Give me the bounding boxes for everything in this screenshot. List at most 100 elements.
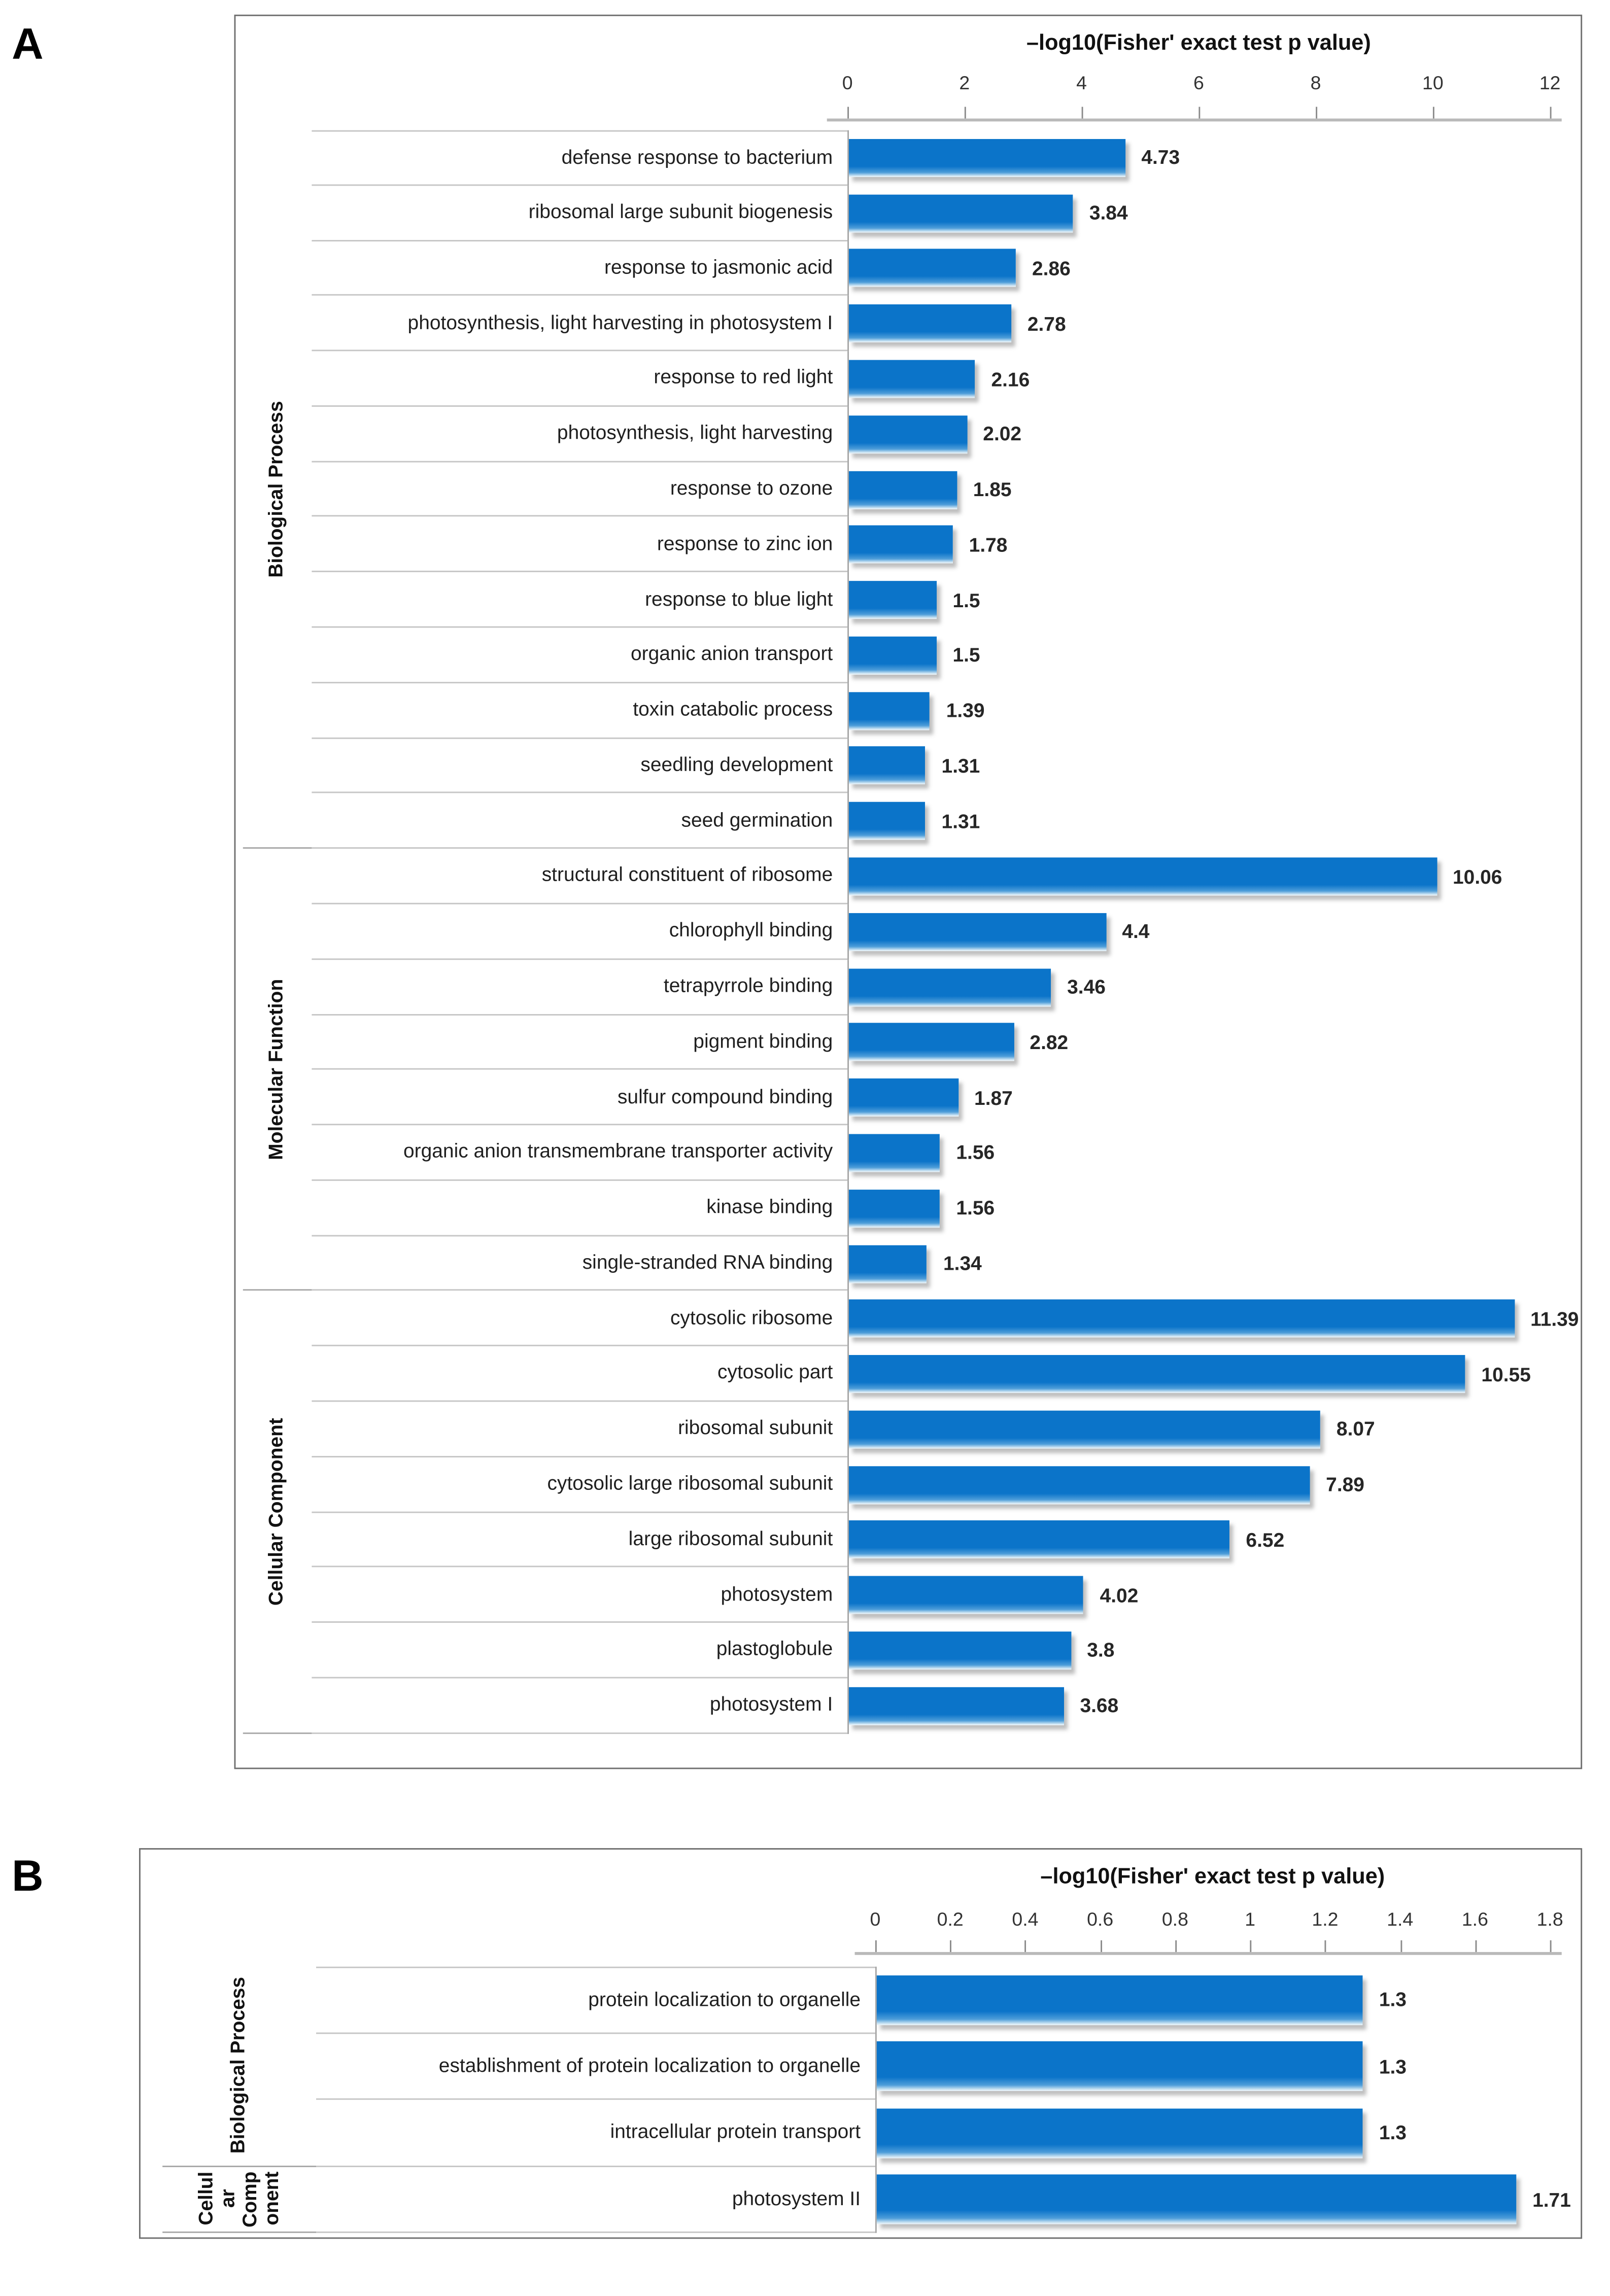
category-label: response to jasmonic acid bbox=[312, 241, 848, 296]
bar-row: ribosomal large subunit biogenesis 3.84 bbox=[312, 185, 1581, 241]
x-tick-label: 1.6 bbox=[1461, 1908, 1488, 1930]
value-label: 1.78 bbox=[969, 534, 1008, 556]
category-label: structural constituent of ribosome bbox=[312, 849, 848, 905]
bar-row: establishment of protein localization to… bbox=[316, 2033, 1581, 2100]
category-group: Biological Process defense response to ba… bbox=[243, 130, 1581, 849]
value-label: 1.71 bbox=[1532, 2188, 1571, 2211]
value-label: 3.46 bbox=[1067, 976, 1106, 998]
bar-plot-cell: 2.78 bbox=[847, 296, 1550, 352]
bar-plot-cell: 6.52 bbox=[847, 1512, 1550, 1568]
bar-plot-cell: 1.31 bbox=[847, 738, 1550, 794]
x-axis: –log10(Fisher' exact test p value) 0 0.2 0… bbox=[854, 1850, 1563, 1967]
bar bbox=[849, 304, 1012, 343]
category-label: response to red light bbox=[312, 352, 848, 407]
value-label: 1.31 bbox=[941, 755, 980, 777]
bar-row: organic anion transmembrane transporter … bbox=[312, 1125, 1581, 1181]
group-label-cell: Cellul ar Comp onent bbox=[162, 2167, 317, 2233]
value-label: 10.55 bbox=[1481, 1363, 1531, 1385]
group-label-cell: Cellular Component bbox=[243, 1291, 312, 1734]
bar bbox=[849, 1631, 1071, 1670]
bar-plot-cell: 10.06 bbox=[847, 849, 1550, 905]
value-label: 2.82 bbox=[1030, 1031, 1069, 1054]
value-label: 1.3 bbox=[1379, 2056, 1407, 2078]
panel-b-letter: B bbox=[12, 1852, 44, 1901]
category-label: organic anion transport bbox=[312, 628, 848, 683]
bar-row: cytosolic large ribosomal subunit 7.89 bbox=[312, 1457, 1581, 1513]
bar-row: response to jasmonic acid 2.86 bbox=[312, 240, 1581, 296]
x-tick-label: 1.2 bbox=[1312, 1908, 1339, 1930]
x-axis-line bbox=[854, 1952, 1562, 1955]
bar-plot-cell: 1.85 bbox=[847, 462, 1550, 517]
x-tick-mark bbox=[875, 1940, 877, 1952]
bar bbox=[849, 691, 931, 730]
value-label: 2.16 bbox=[991, 368, 1030, 390]
bar-plot-cell: 1.3 bbox=[875, 1966, 1550, 2034]
category-label: photosynthesis, light harvesting bbox=[312, 407, 848, 462]
bar-row: photosynthesis, light harvesting in phot… bbox=[312, 296, 1581, 352]
bar-row: large ribosomal subunit 6.52 bbox=[312, 1512, 1581, 1568]
bar-row: tetrapyrrole binding 3.46 bbox=[312, 959, 1581, 1015]
x-tick-mark bbox=[1025, 1940, 1027, 1952]
bar bbox=[849, 1687, 1064, 1725]
bar-row: chlorophyll binding 4.4 bbox=[312, 904, 1581, 960]
category-label: response to zinc ion bbox=[312, 517, 848, 573]
panel-a-chart-area: –log10(Fisher' exact test p value) 0 2 4 6 8… bbox=[234, 14, 1583, 1769]
x-tick-label: 0.6 bbox=[1087, 1908, 1114, 1930]
category-label: single-stranded RNA binding bbox=[312, 1236, 848, 1292]
value-label: 7.89 bbox=[1326, 1474, 1364, 1496]
bar-plot-cell: 1.5 bbox=[847, 628, 1550, 683]
bar-row: kinase binding 1.56 bbox=[312, 1180, 1581, 1236]
bar-row: photosystem II 1.71 bbox=[316, 2166, 1581, 2233]
value-label: 1.85 bbox=[973, 478, 1012, 501]
bar-row: defense response to bacterium 4.73 bbox=[312, 130, 1581, 186]
bar-row: single-stranded RNA binding 1.34 bbox=[312, 1236, 1581, 1292]
category-label: plastoglobule bbox=[312, 1623, 848, 1679]
bar-plot-cell: 1.31 bbox=[847, 793, 1550, 849]
bar bbox=[876, 2041, 1363, 2092]
bar-plot-cell: 1.78 bbox=[847, 517, 1550, 573]
x-tick-label: 10 bbox=[1422, 72, 1444, 94]
category-label: defense response to bacterium bbox=[312, 130, 848, 186]
category-label: pigment binding bbox=[312, 1015, 848, 1070]
bar-row: ribosomal subunit 8.07 bbox=[312, 1402, 1581, 1457]
category-label: seed germination bbox=[312, 793, 848, 849]
group-label: ar bbox=[216, 2189, 238, 2209]
x-tick-mark bbox=[1198, 107, 1201, 119]
category-label: organic anion transmembrane transporter … bbox=[312, 1125, 848, 1181]
x-tick-label: 2 bbox=[959, 72, 970, 94]
bar bbox=[849, 1576, 1084, 1615]
value-label: 6.52 bbox=[1246, 1529, 1285, 1551]
x-tick-mark bbox=[1400, 1940, 1402, 1952]
value-label: 2.78 bbox=[1027, 312, 1066, 335]
x-tick-label: 12 bbox=[1539, 72, 1561, 94]
x-tick-mark bbox=[1432, 107, 1434, 119]
x-tick-mark bbox=[964, 107, 966, 119]
bar bbox=[849, 1466, 1310, 1504]
bar-row: plastoglobule 3.8 bbox=[312, 1623, 1581, 1679]
bar-row: seedling development 1.31 bbox=[312, 738, 1581, 794]
category-label: toxin catabolic process bbox=[312, 683, 848, 739]
bars-area: Biological Process defense response to ba… bbox=[235, 130, 1581, 1734]
bar bbox=[849, 360, 975, 398]
value-label: 4.4 bbox=[1122, 921, 1150, 943]
category-label: cytosolic ribosome bbox=[312, 1291, 848, 1347]
value-label: 1.87 bbox=[974, 1087, 1013, 1109]
x-tick-mark bbox=[1081, 107, 1083, 119]
x-axis-line bbox=[827, 118, 1562, 122]
category-group: Cellular Component cytosolic ribosome 11.3… bbox=[243, 1291, 1581, 1734]
group-label-cell: Biological Process bbox=[162, 1967, 317, 2167]
category-label: cytosolic large ribosomal subunit bbox=[312, 1457, 848, 1513]
value-label: 2.86 bbox=[1032, 257, 1071, 280]
x-tick-label: 0.8 bbox=[1161, 1908, 1188, 1930]
x-tick-mark bbox=[950, 1940, 952, 1952]
bar-plot-cell: 4.4 bbox=[847, 904, 1550, 960]
value-label: 1.3 bbox=[1379, 1989, 1407, 2011]
category-label: cytosolic part bbox=[312, 1346, 848, 1402]
bar-row: response to zinc ion 1.78 bbox=[312, 517, 1581, 573]
bar-row: response to blue light 1.5 bbox=[312, 572, 1581, 628]
x-axis: –log10(Fisher' exact test p value) 0 2 4 6 8… bbox=[827, 16, 1562, 130]
group-rows: photosystem II 1.71 bbox=[316, 2166, 1581, 2233]
bar-row: response to red light 2.16 bbox=[312, 351, 1581, 407]
category-label: kinase binding bbox=[312, 1180, 848, 1236]
category-label: photosystem I bbox=[312, 1678, 848, 1734]
